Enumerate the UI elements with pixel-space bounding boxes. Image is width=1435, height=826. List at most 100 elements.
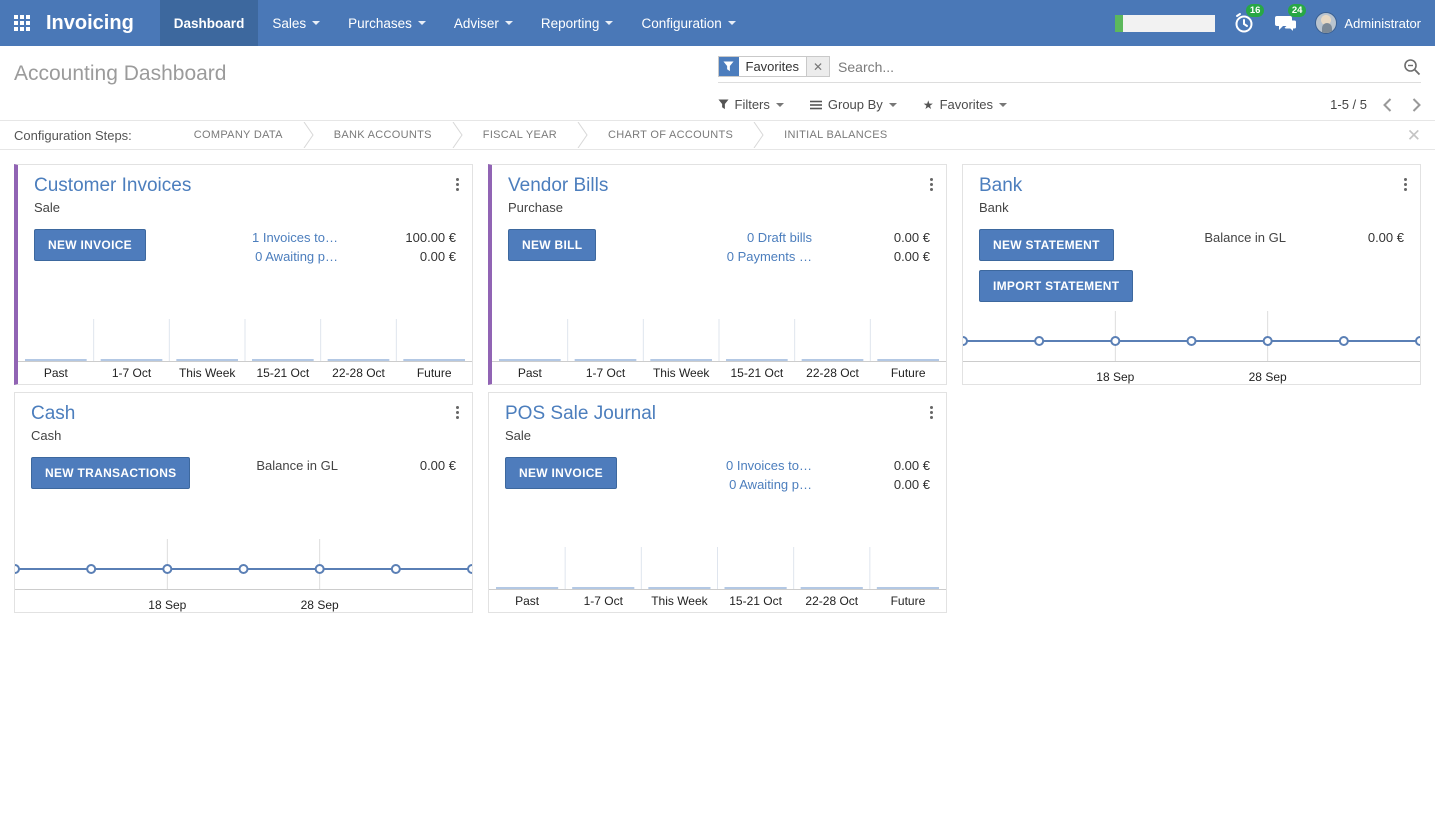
new-invoice-button[interactable]: NEW INVOICE <box>505 457 617 489</box>
invoices-to-validate-link[interactable]: 1 Invoices to… <box>252 230 338 245</box>
journal-title[interactable]: Cash <box>31 403 76 424</box>
step-separator-icon <box>303 122 314 148</box>
pager: 1-5 / 5 <box>1330 97 1421 112</box>
search-input[interactable] <box>838 58 1403 75</box>
menu-reporting[interactable]: Reporting <box>527 0 628 46</box>
step-separator-icon <box>577 122 588 148</box>
journal-stat-row: 1 Invoices to… 100.00 € <box>208 229 456 248</box>
journal-type: Sale <box>505 428 532 443</box>
app-title[interactable]: Invoicing <box>46 11 134 34</box>
step-initial-balances[interactable]: INITIAL BALANCES <box>784 129 888 141</box>
kebab-menu-icon[interactable] <box>453 175 462 194</box>
kebab-menu-icon[interactable] <box>927 175 936 194</box>
filter-funnel-icon <box>718 57 739 76</box>
activities-button[interactable]: 16 <box>1231 4 1265 36</box>
configuration-steps-bar: Configuration Steps: COMPANY DATA BANK A… <box>0 120 1435 150</box>
amount-value: 0.00 € <box>893 476 930 492</box>
journal-title[interactable]: POS Sale Journal <box>505 403 657 424</box>
amount-value: 100.00 € <box>405 230 456 245</box>
journal-type: Purchase <box>508 200 563 215</box>
new-statement-button[interactable]: NEW STATEMENT <box>979 229 1114 261</box>
new-bill-button[interactable]: NEW BILL <box>508 229 597 261</box>
step-chart-of-accounts[interactable]: CHART OF ACCOUNTS <box>608 129 734 141</box>
journal-bar-chart: Past 1-7 Oct This Week 15-21 Oct 22-28 Oct Fu… <box>18 309 472 384</box>
chevron-down-icon <box>727 21 736 25</box>
planner-progress-fill <box>1115 14 1124 32</box>
chat-icon <box>1275 16 1298 34</box>
awaiting-payments-link[interactable]: 0 Awaiting p… <box>729 476 812 492</box>
amount-value: 0.00 € <box>893 458 930 473</box>
apps-menu-button[interactable] <box>0 0 42 46</box>
new-invoice-button[interactable]: NEW INVOICE <box>34 229 146 261</box>
step-fiscal-year[interactable]: FISCAL YEAR <box>482 129 558 141</box>
chevron-down-icon <box>417 21 426 25</box>
new-transactions-button[interactable]: NEW TRANSACTIONS <box>31 457 191 489</box>
dashboard-kanban: Customer Invoices Sale NEW INVOICE 1 Inv… <box>0 150 1435 627</box>
journal-bar-chart: Past 1-7 Oct This Week 15-21 Oct 22-28 Oct Fu… <box>492 309 946 384</box>
menu-dashboard[interactable]: Dashboard <box>159 0 259 46</box>
chevron-down-icon <box>775 102 784 107</box>
search-bar: Favorites ✕ <box>717 56 1421 83</box>
amount-value: 0.00 € <box>419 248 456 264</box>
chevron-down-icon <box>999 102 1008 107</box>
pager-next-button[interactable] <box>1412 97 1421 112</box>
kebab-menu-icon[interactable] <box>453 403 462 422</box>
draft-bills-link[interactable]: 0 Draft bills <box>746 230 812 245</box>
invoices-to-validate-link[interactable]: 0 Invoices to… <box>726 458 812 473</box>
favorites-button[interactable]: ★ Favorites <box>922 97 1008 112</box>
activities-badge: 16 <box>1245 4 1265 17</box>
menu-sales[interactable]: Sales <box>258 0 334 46</box>
menu-configuration[interactable]: Configuration <box>627 0 749 46</box>
search-options-row: Filters Group By ★ Favorites 1-5 / 5 <box>717 97 1422 112</box>
filter-funnel-icon <box>717 99 729 110</box>
close-icon[interactable]: ✕ <box>1406 125 1421 145</box>
journal-card-vendor-bills: Vendor Bills Purchase NEW BILL 0 Draft b… <box>488 164 947 385</box>
menu-purchases[interactable]: Purchases <box>334 0 440 46</box>
journal-title[interactable]: Vendor Bills <box>508 175 609 196</box>
facet-remove-icon[interactable]: ✕ <box>805 57 830 76</box>
star-icon: ★ <box>922 97 934 112</box>
journal-stat-row: 0 Awaiting p… 0.00 € <box>682 476 930 495</box>
kebab-menu-icon[interactable] <box>1401 175 1410 194</box>
main-menu: Dashboard Sales Purchases Adviser Report… <box>159 0 750 46</box>
awaiting-payments-link[interactable]: 0 Awaiting p… <box>255 248 338 264</box>
journal-type: Cash <box>31 428 62 443</box>
pager-range: 1-5 / 5 <box>1330 97 1367 112</box>
search-facet-favorites[interactable]: Favorites ✕ <box>717 56 831 77</box>
planner-progress-bar[interactable] <box>1115 14 1216 32</box>
journal-card-customer-invoices: Customer Invoices Sale NEW INVOICE 1 Inv… <box>14 164 473 385</box>
messages-badge: 24 <box>1287 4 1307 17</box>
user-name: Administrator <box>1344 15 1421 31</box>
kebab-menu-icon[interactable] <box>927 403 936 422</box>
step-bank-accounts[interactable]: BANK ACCOUNTS <box>333 129 432 141</box>
step-company-data[interactable]: COMPANY DATA <box>193 129 283 141</box>
control-panel: Accounting Dashboard Favorites ✕ Filters <box>0 46 1435 120</box>
journal-title[interactable]: Bank <box>979 175 1023 196</box>
chevron-down-icon <box>504 21 513 25</box>
step-separator-icon <box>753 122 764 148</box>
amount-value: 0.00 € <box>1367 230 1404 245</box>
clock-icon <box>1235 13 1253 33</box>
user-menu[interactable]: Administrator <box>1315 12 1421 34</box>
facet-label: Favorites <box>745 59 799 74</box>
navbar-systray: 16 24 Administrator <box>1115 0 1435 46</box>
filters-button[interactable]: Filters <box>717 97 784 112</box>
menu-adviser[interactable]: Adviser <box>440 0 527 46</box>
journal-stat-row: 0 Awaiting p… 0.00 € <box>208 248 456 267</box>
step-separator-icon <box>452 122 463 148</box>
messages-button[interactable]: 24 <box>1273 4 1307 36</box>
payments-link[interactable]: 0 Payments … <box>726 248 812 264</box>
chevron-down-icon <box>888 102 897 107</box>
balance-in-gl-label: Balance in GL <box>256 458 338 473</box>
journal-stat-row: 0 Draft bills 0.00 € <box>682 229 930 248</box>
group-by-button[interactable]: Group By <box>809 97 897 112</box>
journal-stat-row: Balance in GL 0.00 € <box>1156 229 1404 248</box>
amount-value: 0.00 € <box>419 458 456 473</box>
pager-previous-button[interactable] <box>1383 97 1392 112</box>
journal-title[interactable]: Customer Invoices <box>34 175 192 196</box>
journal-card-pos-sale: POS Sale Journal Sale NEW INVOICE 0 Invo… <box>488 392 947 613</box>
journal-stat-row: 0 Invoices to… 0.00 € <box>682 457 930 476</box>
journal-bar-chart: Past 1-7 Oct This Week 15-21 Oct 22-28 Oct Fu… <box>489 537 946 612</box>
search-icon[interactable] <box>1403 58 1421 76</box>
import-statement-button[interactable]: IMPORT STATEMENT <box>979 270 1134 302</box>
